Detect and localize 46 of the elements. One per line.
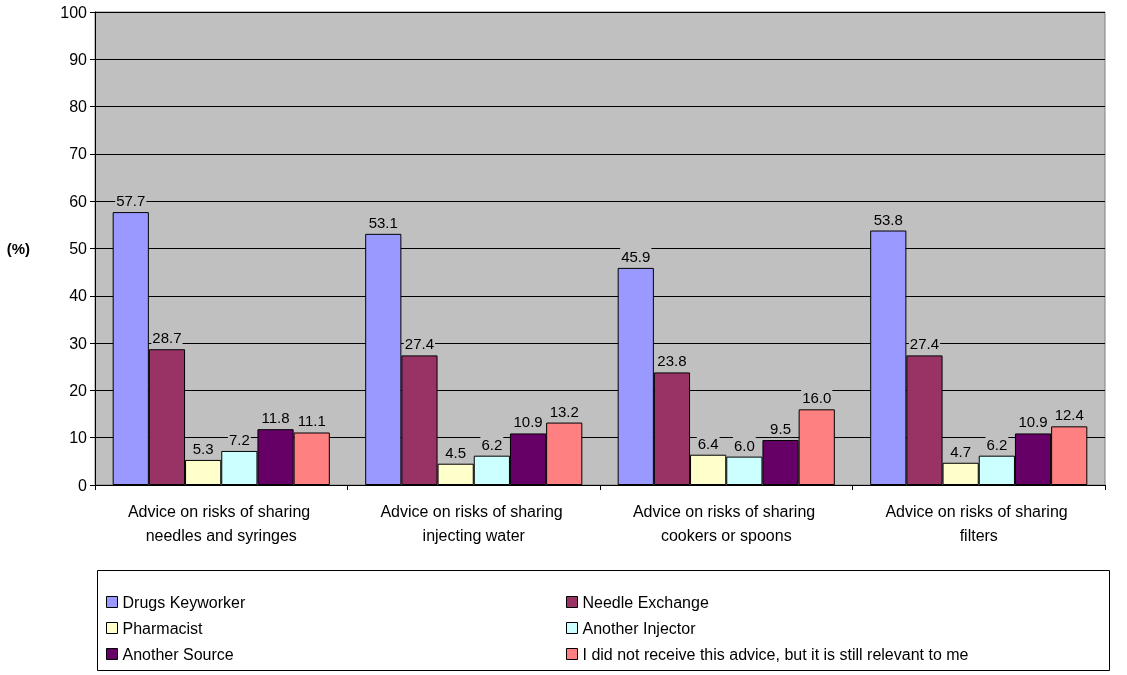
data-label: 23.8 <box>657 352 687 370</box>
data-label: 4.7 <box>950 442 972 460</box>
data-label: 27.4 <box>404 335 435 353</box>
data-label: 57.7 <box>116 192 146 210</box>
data-label: 6.4 <box>697 434 719 452</box>
y-tick-label: 40 <box>69 287 88 305</box>
legend-label: I did not receive this advice, but it is still relevant to me <box>582 645 969 663</box>
legend-label: Needle Exchange <box>582 593 709 611</box>
data-label: 11.8 <box>261 409 290 427</box>
data-label: 6.0 <box>733 436 755 454</box>
data-label: 10.9 <box>1018 413 1048 431</box>
y-tick-label: 20 <box>69 381 88 399</box>
y-tick-label: 100 <box>60 3 88 21</box>
y-tick-label: 70 <box>69 145 88 163</box>
y-tick-label: 80 <box>69 98 88 116</box>
data-label: 53.1 <box>368 213 398 231</box>
data-label: 10.9 <box>513 413 543 431</box>
legend-label: Another Injector <box>582 619 697 637</box>
x-tick-label: Advice on risks of sharing needles and syringes <box>127 502 315 544</box>
legend-label: Pharmacist <box>122 619 204 637</box>
data-label: 7.2 <box>228 430 250 448</box>
data-label: 13.2 <box>549 402 579 420</box>
y-tick-label: 30 <box>69 334 88 352</box>
data-label: 12.4 <box>1054 406 1084 424</box>
y-tick-label: 10 <box>69 429 88 447</box>
x-tick-label: Advice on risks of sharing injecting water <box>380 502 568 544</box>
data-label: 16.0 <box>802 389 832 407</box>
y-axis-title: (%) <box>6 240 30 257</box>
data-label: 4.5 <box>445 443 467 461</box>
data-label: 45.9 <box>621 247 651 265</box>
data-label: 53.8 <box>873 210 903 228</box>
y-tick-label: 60 <box>69 192 88 210</box>
y-tick-label: 50 <box>69 240 88 257</box>
data-label: 6.2 <box>481 435 503 453</box>
legend-label: Another Source <box>122 645 234 663</box>
x-tick-label: Advice on risks of sharing cookers or spoons <box>632 502 820 544</box>
data-label: 11.1 <box>297 412 326 430</box>
legend-label: Drugs Keyworker <box>122 593 246 611</box>
data-label: 9.5 <box>770 420 791 438</box>
data-label: 27.4 <box>909 335 940 353</box>
y-tick-label: 0 <box>78 476 88 494</box>
data-label: 5.3 <box>192 439 214 457</box>
data-label: 6.2 <box>986 435 1008 453</box>
data-label: 28.7 <box>152 329 182 347</box>
x-tick-label: Advice on risks of sharing filters <box>885 502 1073 544</box>
y-tick-label: 90 <box>69 50 88 68</box>
